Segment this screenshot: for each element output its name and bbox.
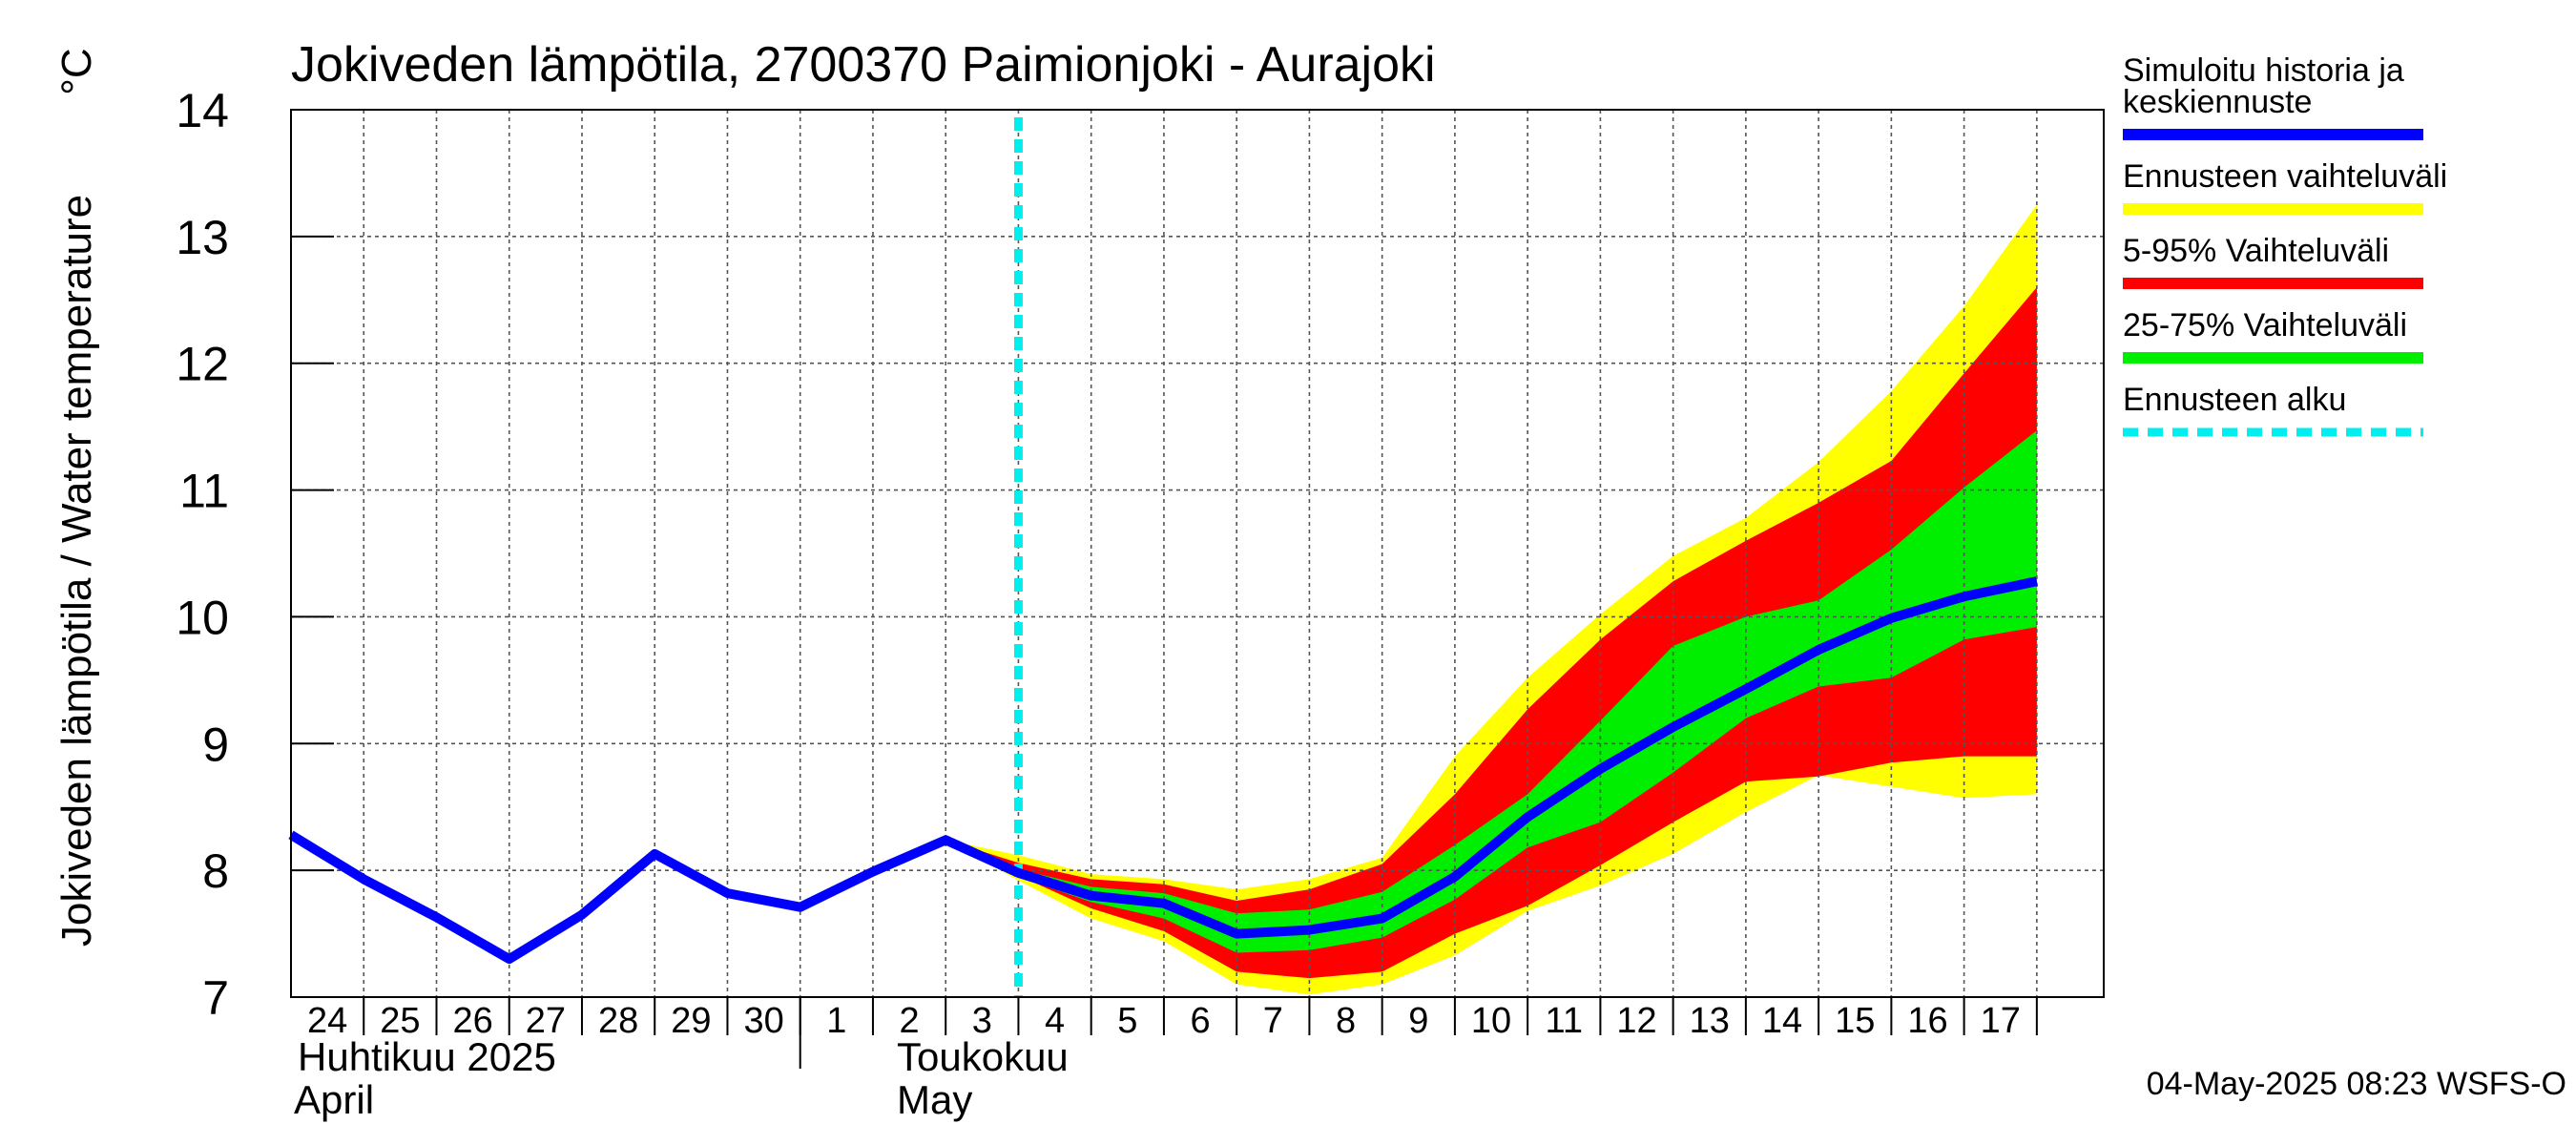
legend-median-label-line1: Simuloitu historia ja (2123, 52, 2404, 89)
x-tick-label: 12 (1616, 1001, 1656, 1041)
x-tick-label: 17 (1981, 1001, 2021, 1041)
x-tick-label: 28 (598, 1001, 638, 1041)
y-tick-label: 13 (176, 211, 229, 264)
x-tick-label: 25 (380, 1001, 420, 1041)
footer-timestamp: 04-May-2025 08:23 WSFS-O (2147, 1066, 2566, 1102)
x-tick-label: 29 (671, 1001, 711, 1041)
y-tick-labels: 7 8 9 10 11 12 13 14 (176, 84, 229, 1025)
x-tick-label: 14 (1762, 1001, 1802, 1041)
month-label-may-line1: Toukokuu (897, 1034, 1069, 1079)
x-tick-label: 2 (900, 1001, 920, 1041)
month-label-may-line2: May (897, 1077, 972, 1122)
x-tick-label: 10 (1471, 1001, 1511, 1041)
x-tick-label: 5 (1117, 1001, 1137, 1041)
x-tick-label: 24 (307, 1001, 347, 1041)
x-tick-label: 11 (1546, 1001, 1583, 1041)
legend-forecast-start-label: Ennusteen alku (2123, 382, 2346, 418)
y-tick-label: 14 (176, 84, 229, 137)
forecast-bands (945, 204, 2037, 995)
x-tick-label: 6 (1190, 1001, 1210, 1041)
grid-lines (291, 110, 2104, 997)
median-series-line (288, 576, 2038, 965)
x-tick-label: 15 (1835, 1001, 1875, 1041)
y-axis-label: Jokiveden lämpötila / Water temperature (53, 195, 100, 947)
legend-25-75-label: 25-75% Vaihteluväli (2123, 307, 2407, 344)
band-1 (945, 204, 2037, 995)
x-tick-labels: 24 25 26 27 28 29 30 1 2 3 4 5 6 7 8 9 10 11 12 13 14 15 16 17 (307, 1001, 2021, 1041)
x-tick-label: 9 (1408, 1001, 1428, 1041)
x-tick-label: 7 (1263, 1001, 1283, 1041)
x-tick-label: 30 (743, 1001, 783, 1041)
legend-5-95-label: 5-95% Vaihteluväli (2123, 233, 2389, 269)
y-tick-label: 12 (176, 338, 229, 391)
x-tick-label: 1 (826, 1001, 846, 1041)
y-tick-label: 9 (202, 718, 229, 771)
x-tick-label: 26 (452, 1001, 492, 1041)
x-tick-label: 3 (972, 1001, 992, 1041)
legend: Simuloitu historia ja keskiennuste Ennus… (2123, 52, 2447, 437)
chart-title: Jokiveden lämpötila, 2700370 Paimionjoki… (291, 37, 1436, 93)
plot-frame (290, 109, 2105, 998)
y-tick-label: 8 (202, 844, 229, 898)
legend-range-label: Ennusteen vaihteluväli (2123, 158, 2447, 195)
y-tick-label: 7 (202, 971, 229, 1025)
x-tick-label: 27 (526, 1001, 566, 1041)
x-tick-label: 16 (1907, 1001, 1947, 1041)
x-tick-label: 4 (1045, 1001, 1065, 1041)
x-tick-label: 13 (1690, 1001, 1730, 1041)
month-label-april-line2: April (294, 1077, 374, 1122)
y-axis-unit: °C (53, 48, 100, 94)
y-tick-label: 11 (179, 465, 229, 518)
x-tick-label: 8 (1336, 1001, 1356, 1041)
month-label-april-line1: Huhtikuu 2025 (298, 1034, 556, 1079)
y-tick-label: 10 (176, 591, 229, 644)
legend-median-label-line2: keskiennuste (2123, 84, 2312, 120)
